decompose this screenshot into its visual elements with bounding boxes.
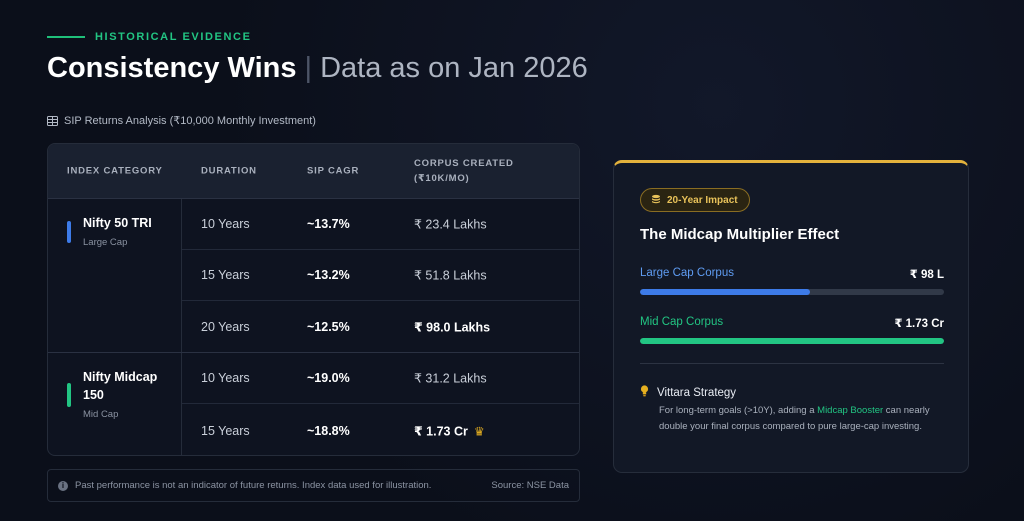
large-cap-progress-fill [640,289,811,295]
table-row: 15 Years ~18.8% ₹ 1.73 Cr ♛ [182,404,579,455]
table-row: 20 Years ~12.5% ₹ 98.0 Lakhs [182,301,579,352]
source-text: Source: NSE Data [491,480,569,491]
group-label: Nifty Midcap 150 Mid Cap [48,353,182,455]
large-cap-value: ₹ 98 L [909,269,944,281]
large-cap-metric: Large Cap Corpus ₹ 98 L [640,267,944,281]
disclaimer-bar: i Past performance is not an indicator o… [47,469,580,502]
table-header: INDEX CATEGORY DURATION SIP CAGR CORPUS … [48,144,579,199]
col-index-category: INDEX CATEGORY [67,165,163,177]
sip-returns-table: INDEX CATEGORY DURATION SIP CAGR CORPUS … [47,143,580,456]
analysis-label: SIP Returns Analysis (₹10,000 Monthly In… [47,114,316,127]
midcap-booster-highlight: Midcap Booster [817,405,884,416]
crown-icon: ♛ [473,424,485,438]
cagr-cell: ~18.8% [307,423,350,438]
corpus-value: ₹ 1.73 Cr [414,424,468,438]
mid-cap-label: Mid Cap Corpus [640,316,724,328]
mid-cap-progress-track [640,338,944,344]
duration-cell: 15 Years [201,268,250,282]
index-name: Nifty 50 TRI [83,216,152,230]
mid-cap-accent-bar [67,383,71,407]
duration-cell: 10 Years [201,371,250,385]
table-icon [47,115,58,126]
large-cap-accent-bar [67,221,71,243]
title-separator: | [304,52,313,84]
title-main: Consistency Wins [47,52,297,84]
disclaimer-text: Past performance is not an indicator of … [75,480,432,491]
eyebrow-line [47,36,85,38]
large-cap-progress-track [640,289,944,295]
cagr-cell: ~13.7% [307,217,350,231]
lightbulb-icon [640,385,649,400]
index-category: Mid Cap [83,409,119,420]
coins-icon [651,194,661,207]
mid-cap-progress-fill [640,338,944,344]
corpus-cell: ₹ 31.2 Lakhs [414,371,487,386]
group-nifty-50: Nifty 50 TRI Large Cap 10 Years ~13.7% ₹… [48,199,579,353]
mid-cap-value: ₹ 1.73 Cr [894,318,944,330]
col-corpus-created: CORPUS CREATED (₹10K/MO) [414,158,514,184]
table-row: 15 Years ~13.2% ₹ 51.8 Lakhs [182,250,579,301]
impact-badge-text: 20-Year Impact [667,194,738,206]
strategy-heading: Vittara Strategy [640,385,736,400]
impact-card: 20-Year Impact The Midcap Multiplier Eff… [613,160,969,473]
table-row: 10 Years ~19.0% ₹ 31.2 Lakhs [182,353,579,404]
cagr-cell: ~12.5% [307,319,350,334]
cagr-cell: ~19.0% [307,371,350,385]
duration-cell: 15 Years [201,423,250,438]
group-label: Nifty 50 TRI Large Cap [48,199,182,352]
duration-cell: 10 Years [201,217,250,231]
duration-cell: 20 Years [201,319,250,334]
cagr-cell: ~13.2% [307,268,350,282]
corpus-cell: ₹ 98.0 Lakhs [414,320,491,334]
title-subtitle: Data as on Jan 2026 [320,52,588,84]
corpus-cell-with-crown: ₹ 1.73 Cr ♛ [414,423,485,438]
table-row: 10 Years ~13.7% ₹ 23.4 Lakhs [182,199,579,250]
col-duration: DURATION [201,165,257,177]
index-name: Nifty Midcap 150 [83,370,158,402]
large-cap-label: Large Cap Corpus [640,267,734,279]
strategy-description: For long-term goals (>10Y), adding a Mid… [659,405,930,432]
info-icon: i [58,480,68,491]
impact-badge: 20-Year Impact [640,188,750,212]
corpus-cell: ₹ 51.8 Lakhs [414,268,487,283]
analysis-label-text: SIP Returns Analysis (₹10,000 Monthly In… [64,115,316,127]
strategy-title: Vittara Strategy [657,386,737,399]
card-title: The Midcap Multiplier Effect [640,226,840,243]
group-nifty-midcap-150: Nifty Midcap 150 Mid Cap 10 Years ~19.0% … [48,353,579,455]
page-title: Consistency Wins | Data as on Jan 2026 [47,52,588,85]
eyebrow: HISTORICAL EVIDENCE [47,31,252,43]
index-category: Large Cap [83,237,128,248]
col-sip-cagr: SIP CAGR [307,165,360,177]
corpus-cell: ₹ 23.4 Lakhs [414,217,487,232]
card-divider [640,363,944,364]
eyebrow-text: HISTORICAL EVIDENCE [95,31,252,43]
mid-cap-metric: Mid Cap Corpus ₹ 1.73 Cr [640,316,944,330]
